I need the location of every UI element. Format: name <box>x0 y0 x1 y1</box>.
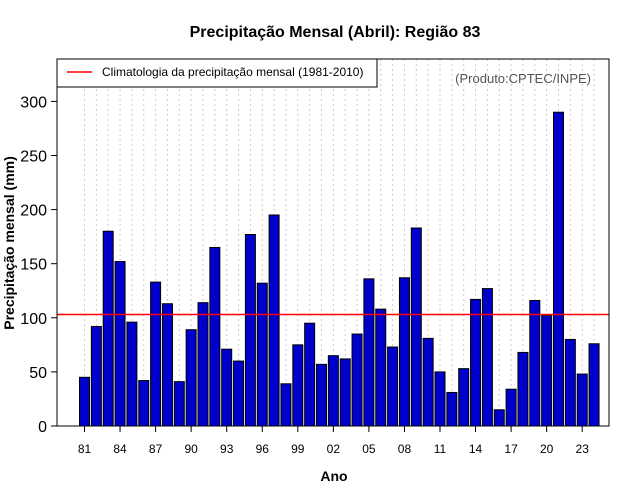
chart-title: Precipitação Mensal (Abril): Região 83 <box>190 24 481 41</box>
bar-2017 <box>505 388 517 427</box>
x-tick-label: 84 <box>113 442 127 456</box>
bar-1991 <box>197 302 209 427</box>
bar-1994 <box>233 360 245 427</box>
bar-2005 <box>363 278 375 427</box>
x-axis-label: Ano <box>320 468 347 484</box>
bar-2021 <box>553 111 564 427</box>
bar-2016 <box>493 409 505 427</box>
legend-label: Climatologia da precipitação mensal (198… <box>102 65 363 79</box>
bar-1997 <box>268 214 280 427</box>
bar-2007 <box>387 346 399 427</box>
y-tick-label: 250 <box>20 149 47 166</box>
bar-2023 <box>576 373 588 427</box>
bar-2019 <box>529 299 541 427</box>
y-tick-label: 300 <box>20 94 47 111</box>
bar-2022 <box>564 338 576 427</box>
bar-2004 <box>351 333 363 427</box>
y-tick-label: 0 <box>38 419 47 436</box>
bar-2015 <box>481 288 493 427</box>
bar-2012 <box>446 391 458 427</box>
bar-1992 <box>209 246 221 427</box>
x-tick-label: 90 <box>184 442 198 456</box>
bar-1987 <box>150 281 162 427</box>
bar-1996 <box>256 282 268 427</box>
x-tick-label: 14 <box>469 442 483 456</box>
x-tick-label: 23 <box>576 442 590 456</box>
x-tick-label: 02 <box>327 442 341 456</box>
bar-1995 <box>244 233 256 427</box>
bar-2009 <box>410 227 422 427</box>
bar-2002 <box>327 355 339 427</box>
bar-1989 <box>173 381 185 427</box>
x-tick-label: 87 <box>149 442 163 456</box>
bar-2018 <box>517 351 529 427</box>
bar-1985 <box>126 321 138 427</box>
bar-2000 <box>304 322 316 427</box>
bar-1998 <box>280 383 292 427</box>
y-tick-label: 50 <box>29 365 47 382</box>
bar-2006 <box>375 308 387 427</box>
bar-2013 <box>458 368 470 427</box>
bars <box>79 111 600 427</box>
bar-1988 <box>161 303 173 427</box>
bar-1999 <box>292 344 304 427</box>
bar-1993 <box>221 348 233 427</box>
bar-2011 <box>434 371 446 427</box>
bar-2008 <box>398 277 410 427</box>
bar-2020 <box>541 315 553 427</box>
y-axis: 0 50 100 150 200 250 300 <box>20 94 57 436</box>
bar-2014 <box>470 298 482 427</box>
x-tick-label: 81 <box>78 442 92 456</box>
credit-text: (Produto:CPTEC/INPE) <box>455 71 591 86</box>
bar-2024 <box>588 343 600 427</box>
bar-2010 <box>422 337 434 427</box>
x-tick-label: 05 <box>362 442 376 456</box>
y-tick-label: 100 <box>20 311 47 328</box>
y-tick-label: 200 <box>20 203 47 220</box>
bar-2001 <box>316 363 327 427</box>
x-tick-label: 20 <box>540 442 554 456</box>
x-tick-label: 17 <box>504 442 518 456</box>
y-tick-label: 150 <box>20 257 47 274</box>
bar-1983 <box>102 230 114 427</box>
bar-1986 <box>138 380 150 427</box>
x-tick-label: 93 <box>220 442 234 456</box>
x-tick-label: 99 <box>291 442 305 456</box>
bar-1990 <box>185 329 197 427</box>
bar-1982 <box>90 325 102 427</box>
x-tick-label: 96 <box>256 442 270 456</box>
bar-1981 <box>79 376 90 427</box>
bar-2003 <box>339 358 351 427</box>
x-tick-label: 08 <box>398 442 412 456</box>
x-axis: 81 84 87 90 93 96 99 02 05 08 11 14 17 20 23 <box>78 426 589 456</box>
bar-1984 <box>114 261 126 427</box>
x-tick-label: 11 <box>434 442 447 456</box>
y-axis-label: Precipitação mensal (mm) <box>1 156 17 330</box>
